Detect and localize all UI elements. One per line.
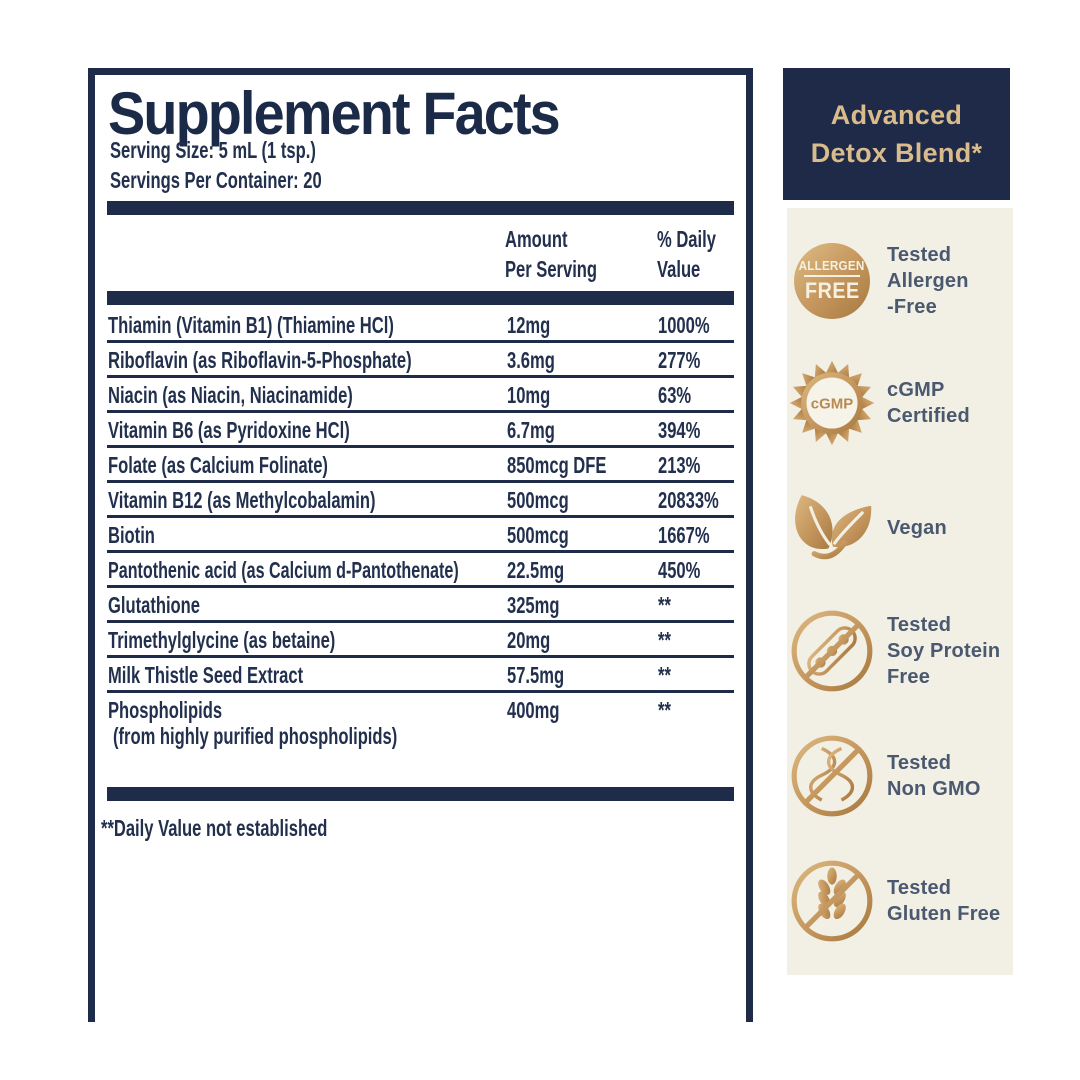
nutrient-amount: 6.7mg <box>507 417 555 443</box>
badge-allergen-free: ALLERGEN FREE Tested Allergen -Free <box>787 231 1007 331</box>
nutrient-name: Phospholipids <box>108 697 223 723</box>
soy-free-icon <box>787 608 877 694</box>
footer-separator-bar <box>107 787 734 801</box>
badge-label: cGMP Certified <box>887 379 970 427</box>
nutrient-amount: 20mg <box>507 627 551 653</box>
badge-label: Tested Soy Protein Free <box>887 614 1001 688</box>
table-row: Biotin 500mcg 1667% <box>107 518 734 553</box>
non-gmo-dna-icon <box>787 733 877 819</box>
allergen-free-seal-icon: ALLERGEN FREE <box>787 243 877 319</box>
nutrient-name: Riboflavin (as Riboflavin-5-Phosphate) <box>108 347 412 373</box>
table-row: Phospholipids 400mg ** (from highly puri… <box>107 693 734 752</box>
badge-gluten-free: Tested Gluten Free <box>787 851 1007 951</box>
nutrient-name: Thiamin (Vitamin B1) (Thiamine HCl) <box>108 312 394 338</box>
nutrient-dv: 1667% <box>658 522 710 548</box>
nutrient-name-detail: (from highly purified phospholipids) <box>113 723 398 749</box>
nutrient-name: Vitamin B6 (as Pyridoxine HCl) <box>108 417 350 443</box>
nutrient-amount: 850mcg DFE <box>507 452 607 478</box>
nutrient-name: Trimethylglycine (as betaine) <box>108 627 336 653</box>
daily-value-footnote: **Daily Value not established <box>101 815 328 841</box>
nutrient-dv: ** <box>658 697 671 723</box>
nutrient-dv: 1000% <box>658 312 710 338</box>
column-separator-bar <box>107 291 734 305</box>
table-row: Glutathione 325mg ** <box>107 588 734 623</box>
seal-divider <box>804 275 860 277</box>
table-row: Thiamin (Vitamin B1) (Thiamine HCl) 12mg… <box>107 308 734 343</box>
nutrient-amount: 400mg <box>507 697 560 723</box>
nutrient-dv: 20833% <box>658 487 719 513</box>
amount-column-header: Amount Per Serving <box>505 226 598 282</box>
seal-top-text: ALLERGEN <box>799 258 865 273</box>
nutrient-dv: ** <box>658 627 671 653</box>
nutrient-amount: 325mg <box>507 592 560 618</box>
badges-panel: ALLERGEN FREE Tested Allergen -Free <box>787 208 1013 975</box>
nutrient-amount: 500mcg <box>507 522 569 548</box>
badge-label: Vegan <box>887 517 947 539</box>
daily-value-column-header: % Daily Value <box>657 226 716 282</box>
nutrient-table: Thiamin (Vitamin B1) (Thiamine HCl) 12mg… <box>107 308 734 752</box>
vegan-leaves-icon <box>787 488 877 568</box>
table-row: Vitamin B12 (as Methylcobalamin) 500mcg … <box>107 483 734 518</box>
table-row: Milk Thistle Seed Extract 57.5mg ** <box>107 658 734 693</box>
nutrient-dv: ** <box>658 592 671 618</box>
cgmp-starburst-icon: cGMP <box>787 359 877 447</box>
serving-size: Serving Size: 5 mL (1 tsp.) <box>110 137 316 163</box>
table-row: Niacin (as Niacin, Niacinamide) 10mg 63% <box>107 378 734 413</box>
nutrient-amount: 3.6mg <box>507 347 555 373</box>
nutrient-amount: 10mg <box>507 382 551 408</box>
nutrient-amount: 22.5mg <box>507 557 565 583</box>
nutrient-dv: ** <box>658 662 671 688</box>
nutrient-dv: 394% <box>658 417 701 443</box>
cgmp-seal-text: cGMP <box>811 395 853 412</box>
badge-vegan: Vegan <box>787 478 1007 578</box>
table-row: Riboflavin (as Riboflavin-5-Phosphate) 3… <box>107 343 734 378</box>
table-row: Trimethylglycine (as betaine) 20mg ** <box>107 623 734 658</box>
facts-title: Supplement Facts <box>108 80 561 147</box>
badge-cgmp: cGMP cGMP Certified <box>787 353 1007 453</box>
nutrient-dv: 450% <box>658 557 701 583</box>
nutrient-name: Glutathione <box>108 592 201 618</box>
nutrient-amount: 500mcg <box>507 487 569 513</box>
table-row: Folate (as Calcium Folinate) 850mcg DFE … <box>107 448 734 483</box>
nutrient-name: Milk Thistle Seed Extract <box>108 662 304 688</box>
nutrient-name: Vitamin B12 (as Methylcobalamin) <box>108 487 376 513</box>
gluten-free-wheat-icon <box>787 858 877 944</box>
badge-label: Tested Allergen -Free <box>887 244 969 318</box>
nutrient-name: Niacin (as Niacin, Niacinamide) <box>108 382 353 408</box>
badge-non-gmo: Tested Non GMO <box>787 726 1007 826</box>
nutrient-amount: 12mg <box>507 312 551 338</box>
servings-per-container: Servings Per Container: 20 <box>110 167 322 193</box>
nutrient-name: Pantothenic acid (as Calcium d-Pantothen… <box>108 557 459 583</box>
badge-soy-free: Tested Soy Protein Free <box>787 601 1007 701</box>
table-row: Pantothenic acid (as Calcium d-Pantothen… <box>107 553 734 588</box>
table-row: Vitamin B6 (as Pyridoxine HCl) 6.7mg 394… <box>107 413 734 448</box>
badge-label: Tested Gluten Free <box>887 877 1001 925</box>
nutrient-dv: 213% <box>658 452 701 478</box>
nutrient-dv: 277% <box>658 347 701 373</box>
blend-header: Advanced Detox Blend* <box>783 68 1010 200</box>
supplement-facts-panel: Supplement Facts Serving Size: 5 mL (1 t… <box>88 68 753 1022</box>
blend-title: Advanced Detox Blend* <box>810 100 983 168</box>
nutrient-name: Biotin <box>108 522 155 548</box>
nutrient-name: Folate (as Calcium Folinate) <box>108 452 328 478</box>
nutrient-dv: 63% <box>658 382 692 408</box>
nutrient-amount: 57.5mg <box>507 662 565 688</box>
seal-bottom-text: FREE <box>804 278 860 303</box>
header-separator-bar <box>107 201 734 215</box>
badge-label: Tested Non GMO <box>887 752 981 800</box>
